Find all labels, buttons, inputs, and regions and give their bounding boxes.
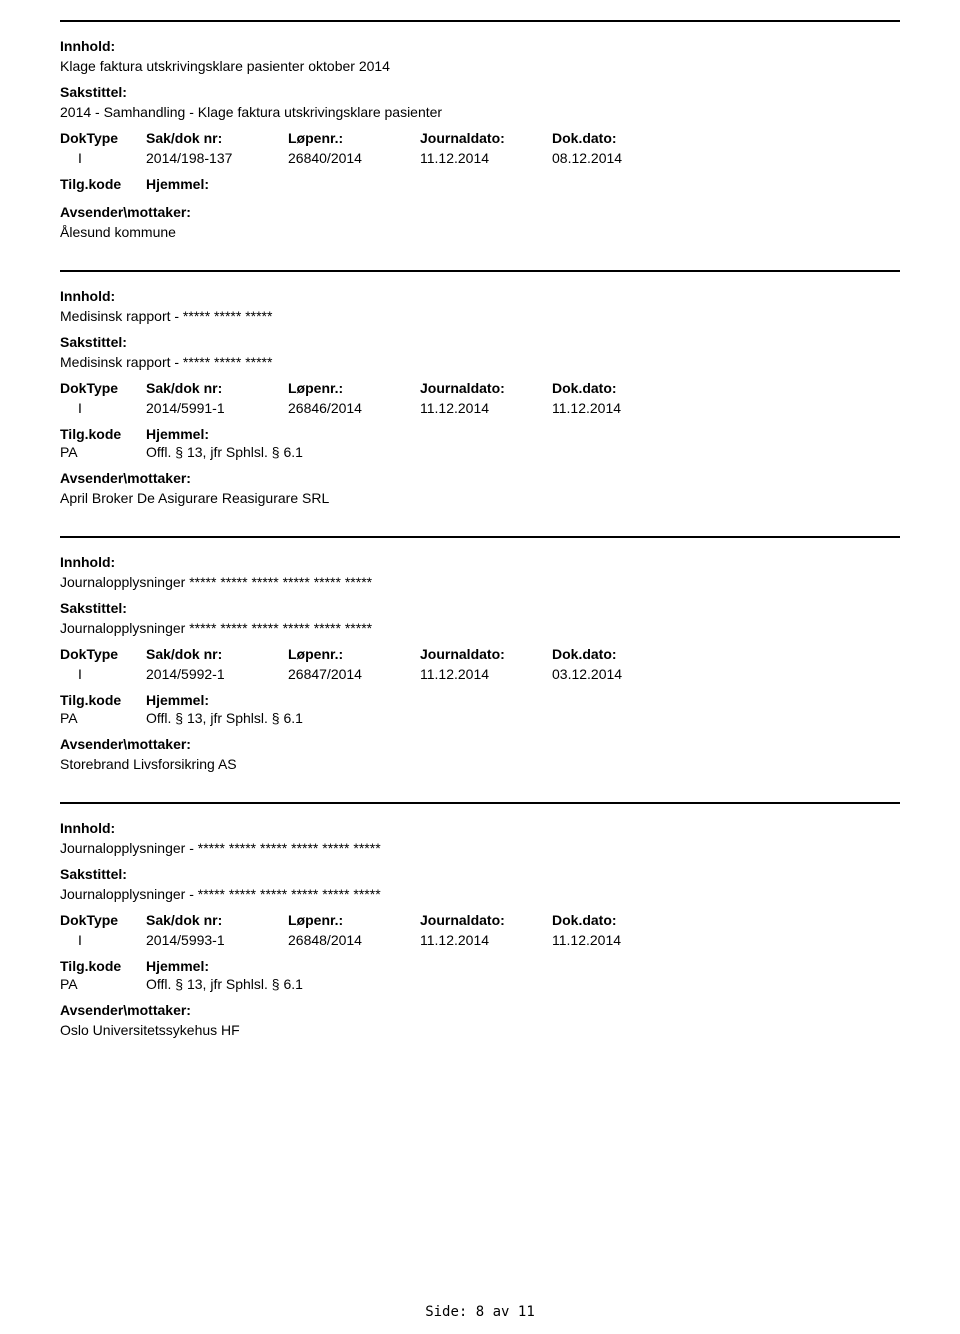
doktype-value: I xyxy=(60,400,134,416)
innhold-value: Klage faktura utskrivingsklare pasienter… xyxy=(60,58,900,74)
tilg-row: Tilg.kode Hjemmel: xyxy=(60,426,900,442)
lopenr-header: Løpenr.: xyxy=(288,646,408,662)
row-values: I 2014/5991-1 26846/2014 11.12.2014 11.1… xyxy=(60,400,900,416)
journal-entry: Innhold: Medisinsk rapport - ***** *****… xyxy=(60,270,900,506)
hjemmel-label: Hjemmel: xyxy=(146,426,209,442)
journal-entry: Innhold: Journalopplysninger - ***** ***… xyxy=(60,802,900,1038)
tilg-row: Tilg.kode Hjemmel: xyxy=(60,176,900,192)
tilgkode-value: PA xyxy=(60,976,134,992)
dokdato-value: 11.12.2014 xyxy=(552,400,672,416)
sakstittel-value: Journalopplysninger - ***** ***** ***** … xyxy=(60,886,900,902)
hjemmel-value: Offl. § 13, jfr Sphlsl. § 6.1 xyxy=(146,976,303,992)
sakdoknr-header: Sak/dok nr: xyxy=(146,646,276,662)
avsender-label: Avsender\mottaker: xyxy=(60,736,900,752)
row-headers: DokType Sak/dok nr: Løpenr.: Journaldato… xyxy=(60,130,900,146)
sakstittel-label: Sakstittel: xyxy=(60,84,900,100)
tilgkode-label: Tilg.kode xyxy=(60,426,134,442)
lopenr-header: Løpenr.: xyxy=(288,380,408,396)
sakstittel-value: Medisinsk rapport - ***** ***** ***** xyxy=(60,354,900,370)
avsender-label: Avsender\mottaker: xyxy=(60,1002,900,1018)
doktype-header: DokType xyxy=(60,912,134,928)
sakdoknr-value: 2014/5992-1 xyxy=(146,666,276,682)
journaldato-value: 11.12.2014 xyxy=(420,150,540,166)
journaldato-value: 11.12.2014 xyxy=(420,666,540,682)
tilgkode-label: Tilg.kode xyxy=(60,176,134,192)
journaldato-header: Journaldato: xyxy=(420,912,540,928)
avsender-label: Avsender\mottaker: xyxy=(60,204,900,220)
hjemmel-label: Hjemmel: xyxy=(146,692,209,708)
journaldato-value: 11.12.2014 xyxy=(420,400,540,416)
sakdoknr-header: Sak/dok nr: xyxy=(146,130,276,146)
lopenr-value: 26847/2014 xyxy=(288,666,408,682)
lopenr-value: 26840/2014 xyxy=(288,150,408,166)
avsender-value: Ålesund kommune xyxy=(60,224,900,240)
row-values: I 2014/5993-1 26848/2014 11.12.2014 11.1… xyxy=(60,932,900,948)
tilg-row-values: PA Offl. § 13, jfr Sphlsl. § 6.1 xyxy=(60,444,900,460)
lopenr-value: 26848/2014 xyxy=(288,932,408,948)
row-values: I 2014/198-137 26840/2014 11.12.2014 08.… xyxy=(60,150,900,166)
tilgkode-value: PA xyxy=(60,444,134,460)
hjemmel-label: Hjemmel: xyxy=(146,176,209,192)
sakdoknr-header: Sak/dok nr: xyxy=(146,912,276,928)
row-headers: DokType Sak/dok nr: Løpenr.: Journaldato… xyxy=(60,646,900,662)
innhold-label: Innhold: xyxy=(60,38,900,54)
journal-entry: Innhold: Journalopplysninger ***** *****… xyxy=(60,536,900,772)
sakstittel-label: Sakstittel: xyxy=(60,866,900,882)
innhold-label: Innhold: xyxy=(60,820,900,836)
sakdoknr-value: 2014/5991-1 xyxy=(146,400,276,416)
tilgkode-label: Tilg.kode xyxy=(60,958,134,974)
doktype-value: I xyxy=(60,150,134,166)
journaldato-header: Journaldato: xyxy=(420,130,540,146)
hjemmel-value: Offl. § 13, jfr Sphlsl. § 6.1 xyxy=(146,444,303,460)
doktype-value: I xyxy=(60,666,134,682)
lopenr-value: 26846/2014 xyxy=(288,400,408,416)
avsender-value: Oslo Universitetssykehus HF xyxy=(60,1022,900,1038)
innhold-value: Journalopplysninger ***** ***** ***** **… xyxy=(60,574,900,590)
tilgkode-value: PA xyxy=(60,710,134,726)
lopenr-header: Løpenr.: xyxy=(288,130,408,146)
avsender-label: Avsender\mottaker: xyxy=(60,470,900,486)
dokdato-value: 11.12.2014 xyxy=(552,932,672,948)
doktype-value: I xyxy=(60,932,134,948)
doktype-header: DokType xyxy=(60,646,134,662)
page-footer: Side: 8 av 11 xyxy=(0,1304,960,1320)
sakstittel-label: Sakstittel: xyxy=(60,600,900,616)
dokdato-header: Dok.dato: xyxy=(552,646,672,662)
lopenr-header: Løpenr.: xyxy=(288,912,408,928)
dokdato-header: Dok.dato: xyxy=(552,912,672,928)
sakdoknr-header: Sak/dok nr: xyxy=(146,380,276,396)
sakstittel-label: Sakstittel: xyxy=(60,334,900,350)
entries-container: Innhold: Klage faktura utskrivingsklare … xyxy=(60,20,900,1038)
journaldato-header: Journaldato: xyxy=(420,380,540,396)
avsender-value: April Broker De Asigurare Reasigurare SR… xyxy=(60,490,900,506)
dokdato-header: Dok.dato: xyxy=(552,130,672,146)
row-headers: DokType Sak/dok nr: Løpenr.: Journaldato… xyxy=(60,380,900,396)
sakdoknr-value: 2014/198-137 xyxy=(146,150,276,166)
journaldato-value: 11.12.2014 xyxy=(420,932,540,948)
innhold-value: Medisinsk rapport - ***** ***** ***** xyxy=(60,308,900,324)
tilgkode-label: Tilg.kode xyxy=(60,692,134,708)
innhold-label: Innhold: xyxy=(60,288,900,304)
hjemmel-label: Hjemmel: xyxy=(146,958,209,974)
hjemmel-value: Offl. § 13, jfr Sphlsl. § 6.1 xyxy=(146,710,303,726)
row-headers: DokType Sak/dok nr: Løpenr.: Journaldato… xyxy=(60,912,900,928)
innhold-label: Innhold: xyxy=(60,554,900,570)
dokdato-header: Dok.dato: xyxy=(552,380,672,396)
journaldato-header: Journaldato: xyxy=(420,646,540,662)
tilg-row-values: PA Offl. § 13, jfr Sphlsl. § 6.1 xyxy=(60,710,900,726)
tilg-row: Tilg.kode Hjemmel: xyxy=(60,958,900,974)
innhold-value: Journalopplysninger - ***** ***** ***** … xyxy=(60,840,900,856)
sakstittel-value: 2014 - Samhandling - Klage faktura utskr… xyxy=(60,104,900,120)
doktype-header: DokType xyxy=(60,130,134,146)
doktype-header: DokType xyxy=(60,380,134,396)
tilg-row-values: PA Offl. § 13, jfr Sphlsl. § 6.1 xyxy=(60,976,900,992)
sakstittel-value: Journalopplysninger ***** ***** ***** **… xyxy=(60,620,900,636)
avsender-value: Storebrand Livsforsikring AS xyxy=(60,756,900,772)
tilg-row: Tilg.kode Hjemmel: xyxy=(60,692,900,708)
dokdato-value: 03.12.2014 xyxy=(552,666,672,682)
sakdoknr-value: 2014/5993-1 xyxy=(146,932,276,948)
dokdato-value: 08.12.2014 xyxy=(552,150,672,166)
row-values: I 2014/5992-1 26847/2014 11.12.2014 03.1… xyxy=(60,666,900,682)
journal-entry: Innhold: Klage faktura utskrivingsklare … xyxy=(60,20,900,240)
